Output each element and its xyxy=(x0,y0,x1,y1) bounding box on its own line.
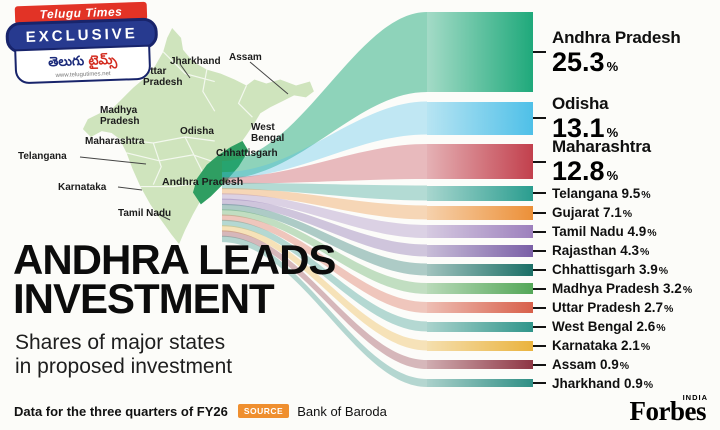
connector-line xyxy=(533,325,546,328)
page-title: ANDHRA LEADS INVESTMENT xyxy=(13,236,336,323)
bar-label-odisha: Odisha 13.1% xyxy=(552,93,619,143)
bar-telangana xyxy=(427,185,533,201)
bar-row-west-bengal: West Bengal 2.6% xyxy=(427,317,718,336)
bar-list: Andhra Pradesh 25.3% Odisha 13.1% Maharashtr… xyxy=(427,8,718,392)
bar-rajasthan xyxy=(427,244,533,257)
connector-line xyxy=(533,230,546,233)
bar-row-odisha: Odisha 13.1% xyxy=(427,93,718,143)
badge-telugu-word2: టైమ్స్ xyxy=(88,51,118,68)
bar-tamil-nadu xyxy=(427,225,533,238)
bar-row-gujarat: Gujarat 7.1% xyxy=(427,203,718,222)
bar-label-uttar-pradesh: Uttar Pradesh 2.7% xyxy=(552,300,674,315)
page-subtitle: Shares of major states in proposed inves… xyxy=(15,331,232,379)
forbes-india-label: INDIA xyxy=(682,392,708,402)
bar-row-andhra-pradesh: Andhra Pradesh 25.3% xyxy=(427,8,718,96)
bar-label-rajasthan: Rajasthan 4.3% xyxy=(552,243,650,258)
connector-line xyxy=(533,287,546,290)
bar-label-west-bengal: West Bengal 2.6% xyxy=(552,319,666,334)
badge-telugu-script: తెలుగు టైమ్స్ www.telugutimes.net xyxy=(14,44,152,85)
bar-odisha xyxy=(427,101,533,135)
bar-maharashtra xyxy=(427,144,533,179)
connector-line xyxy=(533,249,546,252)
connector-line xyxy=(533,211,546,214)
title-line1: ANDHRA LEADS xyxy=(13,236,336,283)
bar-row-madhya-pradesh: Madhya Pradesh 3.2% xyxy=(427,279,718,298)
subtitle-line2: in proposed investment xyxy=(15,355,233,379)
subtitle-line1: Shares of major states xyxy=(15,331,226,354)
connector-line xyxy=(533,192,546,194)
source-value: Bank of Baroda xyxy=(297,403,387,419)
footer-note: Data for the three quarters of FY26 xyxy=(14,403,228,419)
bar-row-jharkhand: Jharkhand 0.9% xyxy=(427,374,718,392)
bar-gujarat xyxy=(427,205,533,220)
bar-row-assam: Assam 0.9% xyxy=(427,355,718,374)
bar-madhya-pradesh xyxy=(427,283,533,294)
bar-label-maharashtra: Maharashtra 12.8% xyxy=(552,137,651,186)
bar-label-chhattisgarh: Chhattisgarh 3.9% xyxy=(552,262,669,277)
bar-uttar-pradesh xyxy=(427,302,533,313)
bar-jharkhand xyxy=(427,379,533,387)
bar-label-karnataka: Karnataka 2.1% xyxy=(552,338,651,353)
connector-line xyxy=(533,382,546,384)
title-line2: INVESTMENT xyxy=(13,275,275,323)
connector-line xyxy=(533,344,546,347)
badge-url: www.telugutimes.net xyxy=(55,71,111,79)
footer: Data for the three quarters of FY26 SOUR… xyxy=(0,392,720,430)
connector-line xyxy=(533,117,546,119)
bar-row-rajasthan: Rajasthan 4.3% xyxy=(427,241,718,260)
bar-label-jharkhand: Jharkhand 0.9% xyxy=(552,375,654,391)
bar-row-uttar-pradesh: Uttar Pradesh 2.7% xyxy=(427,298,718,317)
bar-label-gujarat: Gujarat 7.1% xyxy=(552,205,633,220)
forbes-logo: INDIA Forbes xyxy=(629,392,710,427)
connector-line xyxy=(533,51,546,53)
bar-row-karnataka: Karnataka 2.1% xyxy=(427,336,718,355)
bar-label-madhya-pradesh: Madhya Pradesh 3.2% xyxy=(552,281,693,296)
connector-line xyxy=(533,363,546,366)
bar-row-chhattisgarh: Chhattisgarh 3.9% xyxy=(427,260,718,279)
bar-label-telangana: Telangana 9.5% xyxy=(552,185,651,201)
bar-row-telangana: Telangana 9.5% xyxy=(427,183,718,203)
connector-line xyxy=(533,268,546,271)
source-chip: SOURCE xyxy=(237,404,290,418)
badge-telugu-word1: తెలుగు xyxy=(47,52,85,70)
connector-line xyxy=(533,306,546,309)
bar-row-tamil-nadu: Tamil Nadu 4.9% xyxy=(427,222,718,241)
telugu-times-badge: Telugu Times EXCLUSIVE తెలుగు టైమ్స్ www… xyxy=(5,1,160,85)
bar-label-assam: Assam 0.9% xyxy=(552,357,630,372)
bar-assam xyxy=(427,360,533,369)
bar-label-andhra-pradesh: Andhra Pradesh 25.3% xyxy=(552,27,681,77)
forbes-wordmark: Forbes xyxy=(629,395,707,426)
bar-karnataka xyxy=(427,340,533,351)
connector-line xyxy=(533,160,546,163)
bar-chhattisgarh xyxy=(427,263,533,276)
bar-label-tamil-nadu: Tamil Nadu 4.9% xyxy=(552,224,657,239)
bar-row-maharashtra: Maharashtra 12.8% xyxy=(427,137,718,186)
bar-andhra-pradesh xyxy=(427,12,533,92)
bar-west-bengal xyxy=(427,321,533,332)
